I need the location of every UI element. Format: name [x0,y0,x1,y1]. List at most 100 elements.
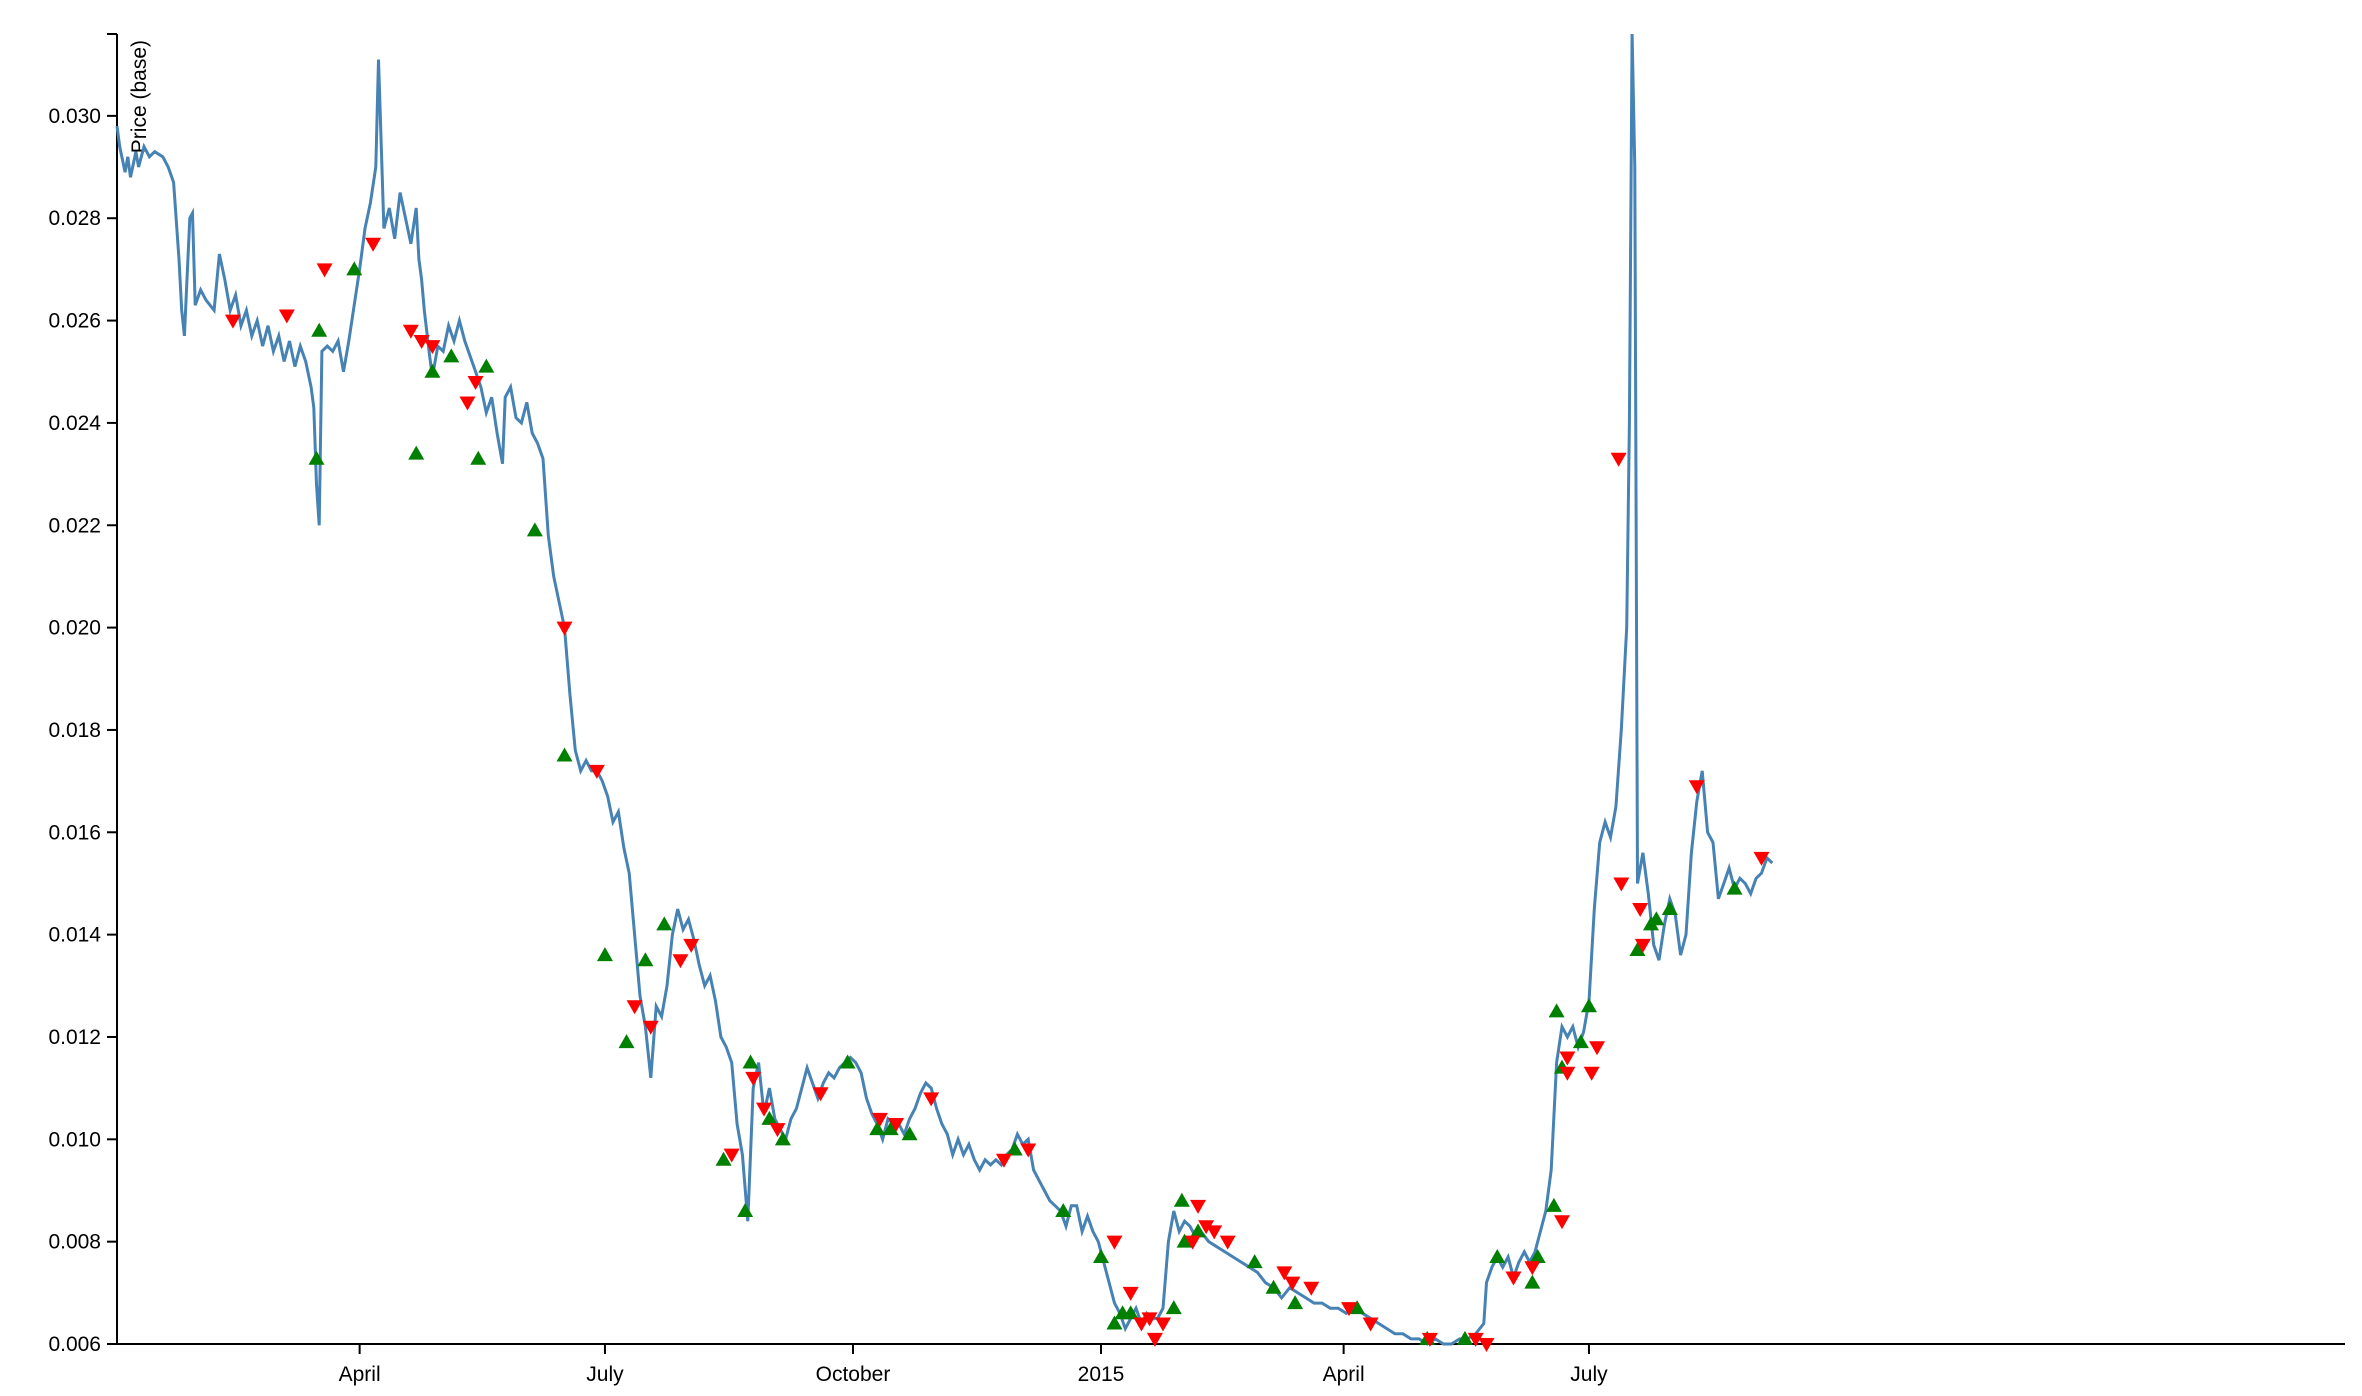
buy-marker [526,522,543,537]
buy-marker [1648,911,1665,926]
buy-marker [424,363,441,378]
sell-marker [1303,1281,1320,1296]
sell-marker [1133,1317,1150,1332]
buy-marker [901,1126,918,1141]
sell-markers [224,237,1770,1352]
buy-marker [1122,1305,1139,1320]
sell-marker [812,1087,829,1102]
sell-marker [1184,1235,1201,1250]
sell-marker [413,335,430,350]
buy-marker [1489,1249,1506,1264]
sell-marker [459,396,476,411]
y-tick-label: 0.014 [48,924,101,947]
sell-marker [556,621,573,636]
sell-marker [1553,1215,1570,1230]
sell-marker [224,314,241,329]
sell-marker [1559,1051,1576,1066]
sell-marker [1632,903,1649,918]
buy-marker [1246,1254,1263,1269]
y-tick-label: 0.026 [48,310,101,333]
sell-marker [642,1020,659,1035]
sell-marker [1155,1317,1172,1332]
buy-marker [1173,1192,1190,1207]
y-tick-label: 0.010 [48,1128,101,1151]
sell-marker [672,954,689,969]
sell-marker [1141,1312,1158,1327]
y-tick-label: 0.016 [48,821,101,844]
buy-marker [1265,1279,1282,1294]
buy-marker [1287,1295,1304,1310]
y-tick-label: 0.022 [48,514,101,537]
buy-marker [1093,1249,1109,1264]
buy-marker [1661,901,1678,916]
sell-marker [888,1117,905,1132]
sell-marker [769,1123,786,1138]
buy-marker [882,1121,899,1136]
buy-markers [308,261,1743,1345]
buy-marker [737,1202,754,1217]
buy-marker [715,1151,732,1166]
sell-marker [1753,851,1770,866]
sell-marker [1284,1276,1301,1291]
sell-marker [626,1000,643,1015]
sell-marker [683,938,700,953]
sell-marker [365,237,382,252]
y-axis-label: Price (base) [128,40,151,153]
x-tick-label: 2015 [1078,1363,1125,1386]
sell-marker [424,340,441,355]
buy-marker [1190,1223,1207,1238]
buy-marker [1006,1141,1023,1156]
x-tick-label: July [1570,1363,1608,1386]
y-tick-label: 0.020 [48,617,101,640]
x-tick-label: April [339,1363,381,1386]
buy-marker [470,450,487,465]
buy-marker [408,445,425,460]
buy-marker [478,358,495,373]
buy-marker [1055,1202,1072,1217]
buy-marker [1106,1315,1123,1330]
sell-marker [745,1071,762,1086]
x-tick-label: July [586,1363,624,1386]
sell-marker [1190,1199,1207,1214]
sell-marker [1613,877,1630,892]
buy-marker [618,1034,635,1049]
x-axis: April July October 2015 April July [117,1343,2345,1386]
y-tick-label: 0.008 [48,1231,101,1254]
sell-marker [1524,1261,1541,1276]
sell-marker [756,1102,773,1117]
sell-marker [467,375,484,390]
buy-marker [1545,1197,1562,1212]
sell-marker [402,324,419,339]
sell-marker [871,1112,888,1127]
sell-marker [278,309,295,324]
buy-marker [1529,1249,1546,1264]
sell-marker [1467,1332,1484,1347]
sell-marker [1421,1332,1438,1347]
sell-marker [588,764,605,779]
buy-marker [596,947,613,962]
x-tick-label: October [816,1363,891,1386]
buy-marker [637,952,654,967]
y-axis: 0.006 0.008 0.010 0.012 0.014 0.016 0.018 0.020… [48,33,118,1356]
buy-marker [1572,1034,1589,1049]
buy-marker [1524,1274,1541,1289]
buy-marker [761,1110,778,1125]
sell-marker [1106,1235,1123,1250]
y-tick-label: 0.006 [48,1333,101,1356]
sell-marker [723,1148,740,1163]
sell-marker [1219,1235,1236,1250]
buy-marker [346,261,363,276]
buy-marker [1548,1003,1565,1018]
y-tick-label: 0.028 [48,207,101,230]
y-tick-label: 0.024 [48,412,101,435]
sell-marker [1505,1271,1522,1286]
buy-marker [1629,941,1646,956]
sell-marker [1583,1066,1600,1081]
sell-marker [1198,1220,1215,1235]
sell-marker [1559,1066,1576,1081]
sell-marker [1206,1225,1223,1240]
sell-marker [1146,1332,1163,1347]
sell-marker [1610,452,1627,467]
y-tick-label: 0.030 [48,105,101,128]
